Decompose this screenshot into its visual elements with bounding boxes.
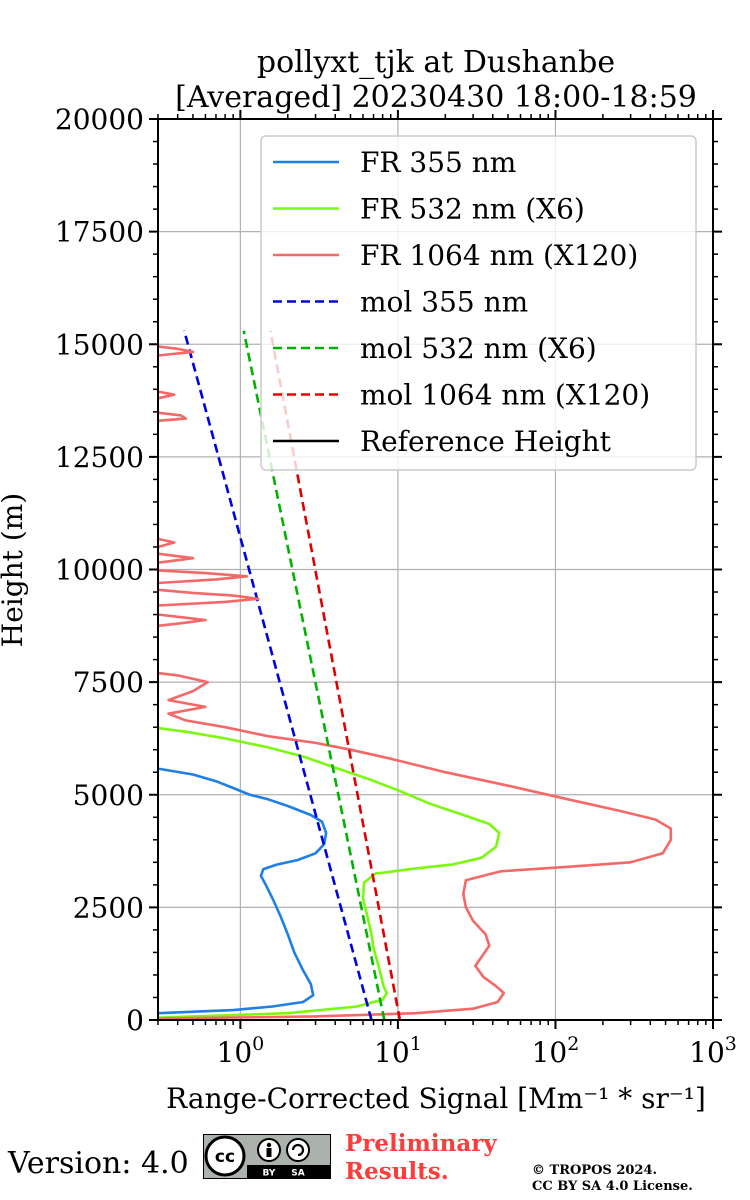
preliminary-line-1: Preliminary bbox=[345, 1130, 497, 1157]
series-noise-1064 bbox=[157, 411, 187, 423]
chart-title: pollyxt_tjk at Dushanbe bbox=[257, 45, 615, 80]
chart-subtitle: [Averaged] 20230430 18:00-18:59 bbox=[175, 80, 697, 115]
copyright-line-1: © TROPOS 2024. bbox=[532, 1163, 658, 1178]
y-tick-label: 17500 bbox=[55, 216, 144, 249]
axes: 0 2500 5000 7500 10000 12500 15000 17500 20000 10… bbox=[55, 103, 737, 1069]
cc-icon bbox=[204, 1135, 246, 1177]
cc-text: cc bbox=[215, 1147, 235, 1167]
series-noise-1064 bbox=[157, 390, 176, 400]
sa-icon bbox=[286, 1138, 310, 1162]
legend-label-2: FR 1064 nm (X120) bbox=[360, 239, 638, 272]
series-line-3 bbox=[182, 330, 373, 1021]
series-line-4 bbox=[242, 330, 386, 1021]
series-line-2 bbox=[157, 671, 673, 1020]
legend-label-0: FR 355 nm bbox=[360, 146, 516, 179]
legend-box bbox=[260, 135, 697, 471]
lidar-profile-chart: pollyxt_tjk at Dushanbe [Averaged] 20230… bbox=[0, 45, 737, 1115]
series-noise-1064 bbox=[157, 613, 207, 628]
y-tick-label: 10000 bbox=[55, 554, 144, 587]
copyright-notice: © TROPOS 2024. CC BY SA 4.0 License. bbox=[532, 1163, 693, 1195]
preliminary-line-2: Results. bbox=[345, 1158, 449, 1185]
y-tick-label: 15000 bbox=[55, 328, 144, 361]
legend-label-5: mol 1064 nm (X120) bbox=[360, 379, 650, 412]
series-noise-1064 bbox=[157, 537, 176, 549]
preliminary-results-notice: Preliminary Results. bbox=[345, 1130, 497, 1186]
legend-label-3: mol 355 nm bbox=[360, 286, 528, 319]
series-line-5 bbox=[269, 330, 402, 1021]
copyright-line-2: CC BY SA 4.0 License. bbox=[532, 1179, 693, 1194]
series-noise-1064 bbox=[157, 569, 249, 585]
y-tick-label: 7500 bbox=[73, 666, 144, 699]
series-noise-1064 bbox=[157, 588, 260, 607]
y-tick-label: 2500 bbox=[73, 891, 144, 924]
y-tick-label: 12500 bbox=[55, 441, 144, 474]
legend-label-1: FR 532 nm (X6) bbox=[360, 193, 585, 226]
by-text: BY bbox=[263, 1169, 276, 1179]
legend-label-4: mol 532 nm (X6) bbox=[360, 332, 597, 365]
y-axis-label: Height (m) bbox=[0, 493, 29, 647]
y-tick-label: 5000 bbox=[73, 779, 144, 812]
y-tick-label: 0 bbox=[126, 1004, 144, 1037]
plot-area bbox=[157, 330, 673, 1021]
x-tick-label: 102 bbox=[532, 1033, 580, 1069]
series-line-0 bbox=[157, 767, 328, 1015]
x-tick-label: 103 bbox=[689, 1033, 737, 1069]
cc-license-badge: cc BY SA bbox=[203, 1134, 331, 1179]
series-noise-1064 bbox=[157, 345, 195, 357]
x-tick-label: 100 bbox=[217, 1033, 265, 1069]
legend-label-6: Reference Height bbox=[360, 425, 612, 458]
sa-text: SA bbox=[291, 1169, 304, 1179]
y-tick-label: 20000 bbox=[55, 103, 144, 136]
series-line-1 bbox=[157, 726, 501, 1019]
version-label: Version: 4.0 bbox=[8, 1146, 189, 1181]
legend: FR 355 nm FR 532 nm (X6) FR 1064 nm (X120)… bbox=[260, 135, 697, 471]
x-axis-label: Range-Corrected Signal [Mm⁻¹ * sr⁻¹] bbox=[166, 1082, 706, 1115]
x-tick-label: 101 bbox=[374, 1033, 422, 1069]
series-noise-1064 bbox=[157, 552, 195, 564]
